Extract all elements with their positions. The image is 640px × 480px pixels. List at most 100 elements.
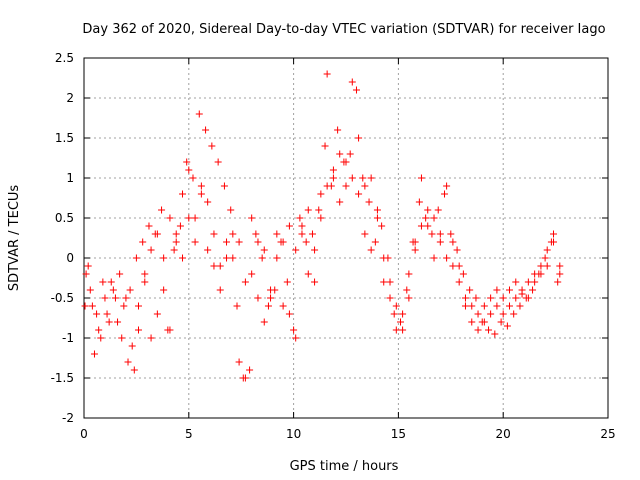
y-tick-label: 0.5 [55,211,74,225]
data-point [373,206,381,214]
data-point [304,270,312,278]
data-point [88,302,96,310]
data-point [403,286,411,294]
y-tick-label: 1.5 [55,131,74,145]
data-point [107,278,115,286]
data-point [390,310,398,318]
data-point [172,238,180,246]
data-point [531,278,539,286]
x-tick-label: 5 [185,427,193,441]
data-point [329,174,337,182]
data-point [273,254,281,262]
data-point [214,158,222,166]
data-point [246,366,254,374]
data-point [197,182,205,190]
data-point [109,286,117,294]
data-point [290,326,298,334]
data-point [380,254,388,262]
data-point [516,302,524,310]
data-point [141,270,149,278]
y-tick-label: -1 [62,331,74,345]
data-point [191,214,199,222]
data-point [512,294,520,302]
data-point [166,326,174,334]
data-point [505,302,513,310]
x-tick-label: 25 [600,427,615,441]
data-point [361,230,369,238]
data-point [208,142,216,150]
y-tick-label: -0.5 [51,291,74,305]
data-point [204,198,212,206]
data-point [99,278,107,286]
data-point [503,322,511,330]
data-point [346,150,354,158]
data-point [399,326,407,334]
data-point [185,214,193,222]
data-point [373,214,381,222]
data-point [493,286,501,294]
data-point [132,254,140,262]
data-point [122,294,130,302]
data-point [151,230,159,238]
data-point [147,246,155,254]
data-point [139,238,147,246]
data-point [315,206,323,214]
data-point [241,278,249,286]
data-point [522,294,530,302]
data-point [134,302,142,310]
data-point [254,238,262,246]
data-point [264,302,272,310]
data-point [183,158,191,166]
data-point [491,330,499,338]
data-point [195,110,203,118]
axis-ticks: -2 -1.5 -1 -0.5 0 0.5 1 1.5 2 2.5 0 5 10 15 20 25 [51,51,616,441]
data-point [118,334,126,342]
data-point [223,238,231,246]
data-point [248,270,256,278]
data-point [468,318,476,326]
data-point [126,286,134,294]
data-point [296,214,304,222]
data-point [556,262,564,270]
data-point [197,190,205,198]
data-point [179,254,187,262]
x-tick-label: 10 [286,427,301,441]
data-point [342,182,350,190]
data-point [524,278,532,286]
data-point [340,158,348,166]
data-point [323,70,331,78]
data-point [311,278,319,286]
data-point [352,86,360,94]
data-point [336,198,344,206]
data-point [436,238,444,246]
data-point [128,342,136,350]
data-point [229,230,237,238]
data-point [392,326,400,334]
data-point [329,166,337,174]
gridlines [84,58,608,418]
data-point [298,230,306,238]
data-point [447,230,455,238]
data-point [327,182,335,190]
data-point [283,278,291,286]
data-point [101,294,109,302]
data-point [103,310,111,318]
data-point [422,214,430,222]
data-point [147,334,155,342]
data-point [474,326,482,334]
data-point [529,286,537,294]
plot-frame [83,57,609,419]
data-point [134,326,142,334]
data-point [241,374,249,382]
data-point [191,238,199,246]
data-point [336,150,344,158]
y-tick-label: 0 [66,251,74,265]
data-point [233,302,241,310]
data-point [518,290,526,298]
data-point [355,134,363,142]
data-point [443,254,451,262]
data-point [443,182,451,190]
data-point [493,302,501,310]
data-point [145,222,153,230]
